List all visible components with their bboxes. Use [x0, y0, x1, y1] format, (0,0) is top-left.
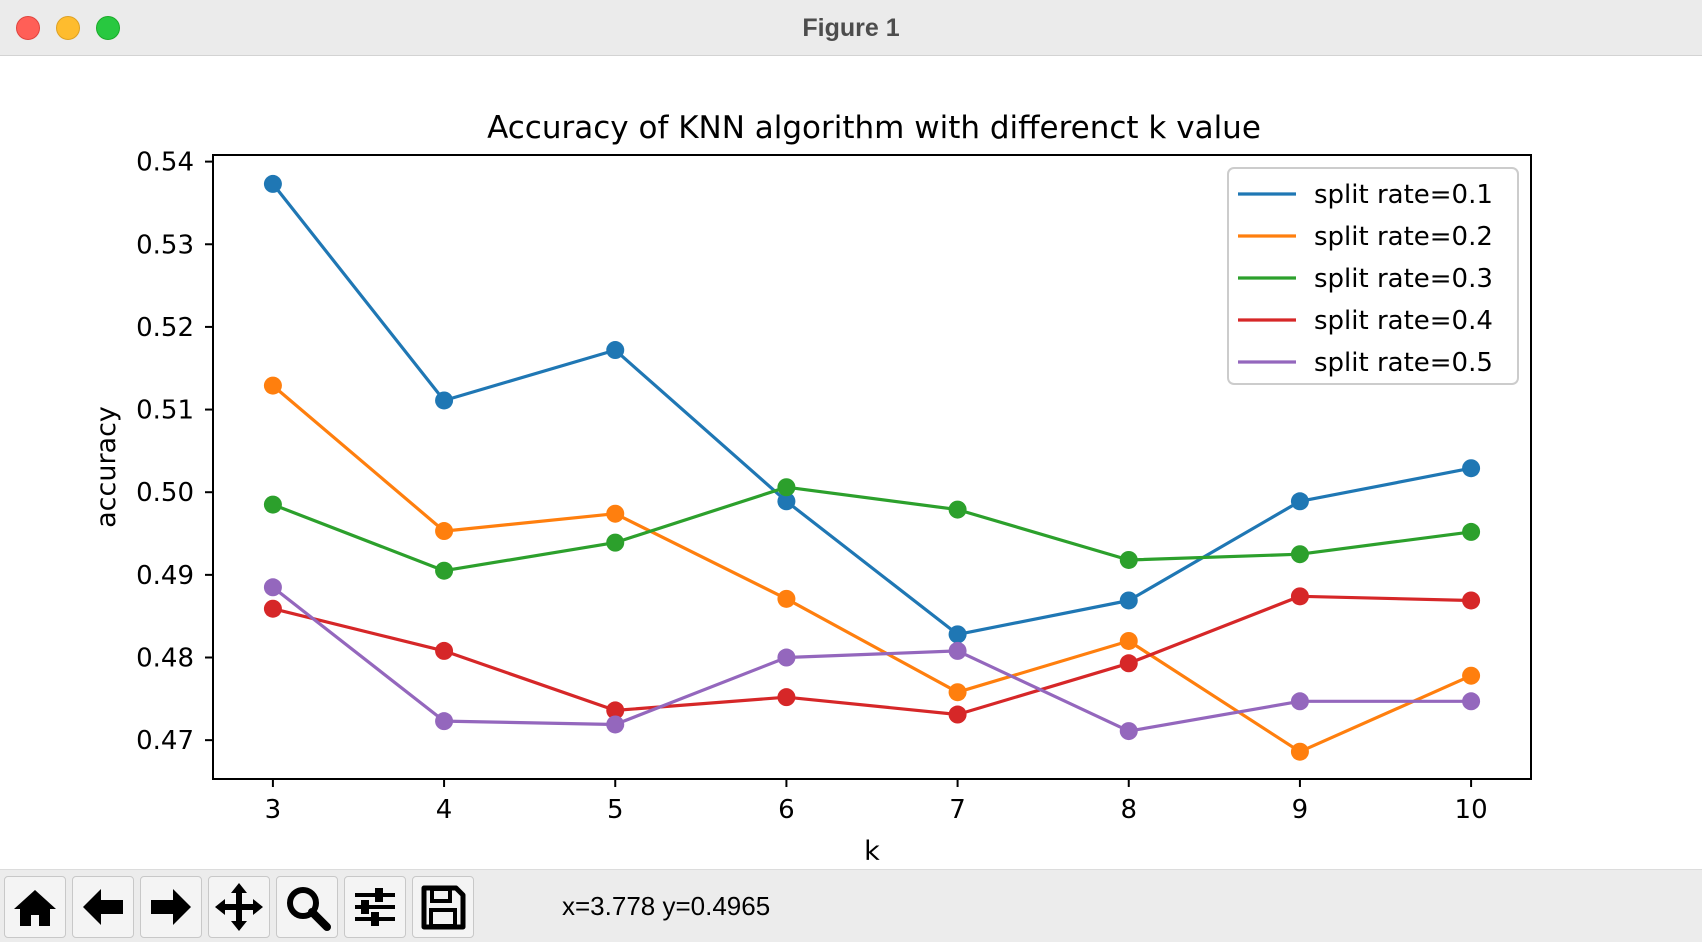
zoom-button[interactable]: [276, 876, 338, 938]
series-group: [263, 174, 1481, 761]
data-point-s2-3: [606, 504, 625, 523]
x-tick-label: 7: [949, 795, 966, 825]
series-line-5: [271, 586, 1472, 733]
pan-button[interactable]: [208, 876, 270, 938]
y-axis-label: accuracy: [91, 406, 122, 528]
data-point-s3-4: [777, 478, 796, 497]
x-tick-label: 5: [607, 795, 624, 825]
data-point-s5-4: [777, 648, 796, 667]
data-point-s5-1: [263, 578, 282, 597]
forward-button[interactable]: [140, 876, 202, 938]
legend-label: split rate=0.5: [1314, 348, 1493, 378]
floppy-disk-icon: [421, 885, 466, 930]
legend-label: split rate=0.2: [1314, 222, 1493, 252]
magnifier-icon: [287, 887, 331, 931]
cursor-coordinates: x=3.778 y=0.4965: [562, 891, 771, 921]
data-point-s5-6: [1119, 722, 1138, 741]
x-tick-label: 6: [778, 795, 795, 825]
legend-label: split rate=0.3: [1314, 264, 1493, 294]
legend-label: split rate=0.1: [1314, 180, 1493, 210]
data-point-s2-5: [948, 683, 967, 702]
data-point-s4-1: [263, 599, 282, 618]
minimize-window-button[interactable]: [56, 16, 80, 40]
legend: split rate=0.1 split rate=0.2 split rate=0…: [1227, 167, 1519, 385]
legend-label: split rate=0.4: [1314, 306, 1493, 336]
data-point-s2-2: [435, 522, 454, 541]
y-tick-label: 0.54: [136, 148, 194, 178]
x-tick-label: 3: [265, 795, 282, 825]
y-tick-label: 0.51: [136, 396, 194, 426]
close-window-button[interactable]: [16, 16, 40, 40]
series-line-1: [271, 182, 1472, 637]
legend-box: [1227, 167, 1519, 385]
data-point-s2-4: [777, 589, 796, 608]
data-point-s3-6: [1119, 550, 1138, 569]
data-point-s5-5: [948, 641, 967, 660]
x-tick-label: 10: [1455, 795, 1488, 825]
data-point-s1-3: [606, 341, 625, 360]
data-point-s5-2: [435, 712, 454, 731]
sliders-icon: [355, 888, 395, 926]
axes-group: [205, 154, 1532, 787]
arrow-left-icon: [83, 889, 123, 925]
home-button[interactable]: [4, 876, 66, 938]
accuracy-line-chart: split rate=0.1 split rate=0.2 split rate=0…: [91, 110, 1532, 867]
data-point-s1-4: [777, 492, 796, 511]
x-tick-label: 4: [436, 795, 453, 825]
data-point-s3-2: [435, 561, 454, 580]
data-point-s5-7: [1290, 692, 1309, 711]
y-tick-label: 0.49: [136, 561, 194, 591]
data-point-s2-6: [1119, 631, 1138, 650]
data-point-s4-5: [948, 705, 967, 724]
data-point-s1-7: [1290, 492, 1309, 511]
window-title: Figure 1: [802, 14, 900, 42]
data-point-s5-8: [1462, 692, 1481, 711]
arrow-right-icon: [151, 889, 191, 925]
y-tick-label: 0.50: [136, 478, 194, 508]
series-line-3: [272, 485, 1472, 573]
data-point-s4-6: [1119, 654, 1138, 673]
back-button[interactable]: [72, 876, 134, 938]
data-point-s1-6: [1119, 591, 1138, 610]
data-point-s1-2: [435, 391, 454, 410]
figure-canvas[interactable]: split rate=0.1 split rate=0.2 split rate=0…: [0, 57, 1702, 869]
data-point-s3-7: [1290, 545, 1309, 564]
data-point-s4-8: [1462, 591, 1481, 610]
data-point-s3-1: [263, 495, 282, 514]
data-point-s4-2: [435, 641, 454, 660]
data-point-s4-3: [606, 701, 625, 720]
data-point-s2-8: [1462, 666, 1481, 685]
chart-title: Accuracy of KNN algorithm with differenc…: [487, 110, 1261, 146]
series-line-2: [271, 384, 1472, 754]
data-point-s1-1: [263, 174, 282, 193]
data-point-s3-5: [948, 500, 967, 519]
plot-area-frame: [212, 154, 1532, 780]
y-tick-label: 0.53: [136, 230, 194, 260]
move-icon: [215, 883, 263, 931]
data-point-s5-3: [606, 715, 625, 734]
data-point-s2-1: [263, 376, 282, 395]
home-icon: [14, 890, 56, 926]
navigation-toolbar: x=3.778 y=0.4965: [0, 869, 1702, 942]
x-axis-label: k: [864, 836, 880, 867]
data-point-s1-5: [948, 625, 967, 644]
chart-labels: 3 4 5 6 7 8 9 10 0.47 0.48 0.49 0.50 0.51 0.52 0.53 0.5…: [91, 110, 1488, 867]
title-bar: Figure 1: [0, 0, 1702, 56]
data-point-s4-4: [777, 688, 796, 707]
data-point-s3-8: [1462, 522, 1481, 541]
y-tick-label: 0.48: [136, 644, 194, 674]
data-point-s4-7: [1290, 587, 1309, 606]
x-tick-label: 9: [1292, 795, 1309, 825]
configure-subplots-button[interactable]: [344, 876, 406, 938]
data-point-s3-3: [606, 533, 625, 552]
x-tick-label: 8: [1120, 795, 1137, 825]
y-tick-label: 0.52: [136, 313, 194, 343]
data-point-s1-8: [1462, 459, 1481, 478]
y-tick-label: 0.47: [136, 726, 194, 756]
save-button[interactable]: [412, 876, 474, 938]
maximize-window-button[interactable]: [96, 16, 120, 40]
series-line-4: [272, 594, 1472, 717]
data-point-s2-7: [1290, 742, 1309, 761]
